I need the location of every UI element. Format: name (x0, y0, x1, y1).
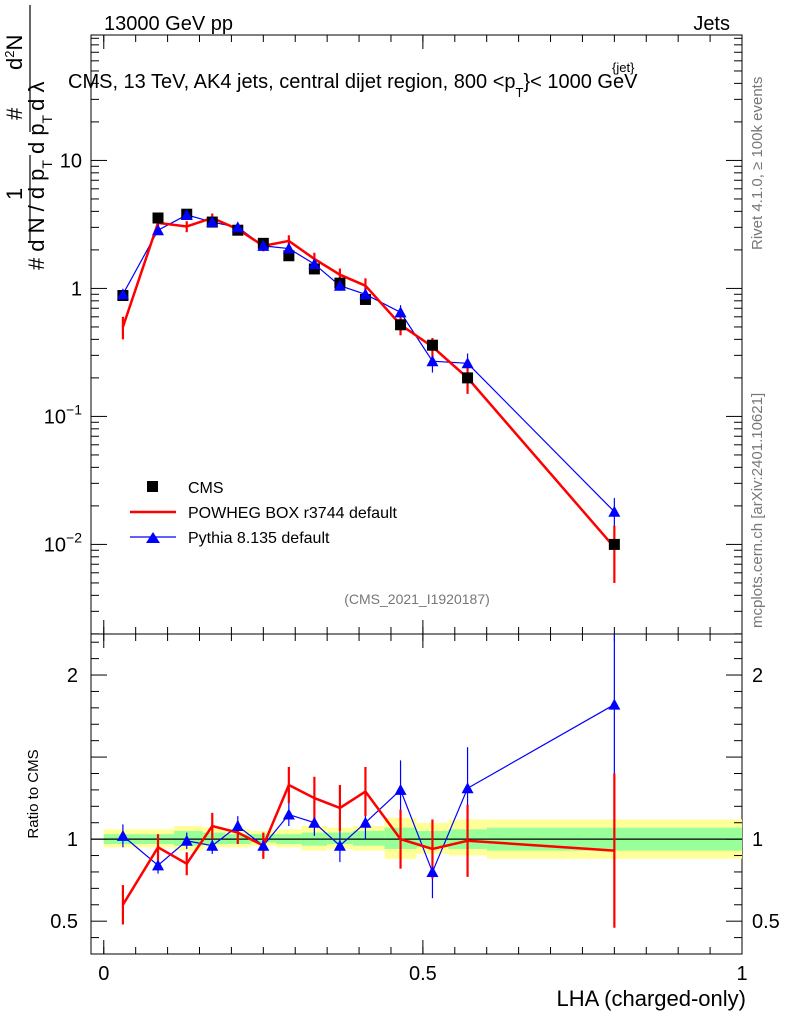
legend: CMS POWHEG BOX r3744 default Pythia 8.13… (130, 480, 398, 547)
cms-point-9 (359, 293, 371, 305)
powheg-ratio-line (121, 783, 615, 906)
band-green-9 (352, 830, 385, 846)
pythia-ratio-point-13 (608, 698, 621, 710)
y-axis-label: #d N / d pTd pTd λ 1 # d2N (2, 5, 55, 270)
y-main-tick-label-0: 10 (60, 150, 82, 172)
pythia-ratio-point-0 (116, 829, 129, 841)
x-tick-label-1: 0.5 (409, 963, 437, 985)
y-axis-label-numerator-3: d2N (2, 35, 27, 70)
rivet-version-text: Rivet 4.1.0, ≥ 100k events (749, 77, 766, 250)
y-ratio-tick-label-right-2: 0.5 (752, 911, 780, 933)
y-ratio-tick-label-left-2: 0.5 (50, 911, 78, 933)
cms-point-1 (152, 212, 164, 224)
pythia-ratio-line (122, 704, 615, 874)
pythia-ratio-point-5 (257, 839, 270, 851)
pythia-point-5 (257, 239, 270, 251)
y-ratio-tick-label-right-0: 2 (752, 665, 763, 687)
band-green-3 (202, 832, 226, 845)
legend-cms-marker (147, 481, 158, 492)
analysis-id: (CMS_2021_I1920187) (344, 591, 490, 607)
pythia-point-6 (282, 242, 295, 254)
pythia-ratio-point-6 (282, 808, 295, 820)
pythia-ratio-point-4 (231, 820, 244, 831)
x-axis-label: LHA (charged-only) (556, 986, 746, 1011)
axis-ticks: 0 0.5 1 10 1 10−1 10−2 2 2 1 1 0.5 0.5 (44, 35, 780, 985)
y-main-tick-label-2: 10−1 (44, 401, 82, 428)
pythia-point-3 (206, 216, 219, 228)
y-axis-label-text: #d N / d pTd pTd λ (24, 82, 55, 270)
pythia-point-2 (180, 208, 193, 220)
pythia-ratio-point-1 (152, 859, 165, 871)
pythia-point-10 (394, 306, 407, 318)
chart-title-sup: {jet} (612, 60, 635, 75)
pythia-point-0 (116, 288, 129, 300)
cms-point-10 (395, 319, 407, 331)
y-main-tick-label-1: 1 (71, 278, 82, 300)
x-tick-label-2: 1 (736, 963, 747, 985)
legend-pythia-marker (146, 532, 160, 543)
header-right: Jets (693, 13, 730, 35)
pythia-ratio-point-11 (426, 865, 439, 877)
pythia-line (122, 214, 615, 513)
cms-point-12 (462, 372, 474, 384)
x-tick-label-0: 0 (98, 963, 109, 985)
y-ratio-tick-label-right-1: 1 (752, 829, 763, 851)
pythia-point-13 (608, 505, 621, 517)
pythia-ratio-point-10 (394, 783, 407, 795)
pythia-ratio-point-12 (461, 782, 474, 794)
chart-title-end: }< 1000 GeV (523, 71, 638, 93)
cms-point-11 (426, 339, 438, 351)
ratio-panel-frame (90, 633, 743, 955)
pythia-ratio-point-8 (333, 839, 346, 851)
pythia-point-7 (308, 258, 321, 270)
pythia-ratio-point-9 (359, 816, 372, 828)
pythia-point-1 (152, 224, 165, 236)
pythia-point-9 (359, 288, 372, 300)
chart-title: CMS, 13 TeV, AK4 jets, central dijet reg… (68, 71, 638, 100)
cms-point-13 (608, 538, 620, 550)
ratio-axis-label: Ratio to CMS (25, 749, 42, 838)
series-layer (116, 208, 621, 928)
y-main-tick-label-3: 10−2 (44, 529, 82, 556)
chart-title-main: CMS, 13 TeV, AK4 jets, central dijet reg… (68, 71, 516, 93)
legend-pythia-label: Pythia 8.135 default (188, 530, 330, 547)
pythia-point-4 (231, 221, 244, 233)
pythia-point-12 (461, 357, 474, 369)
y-ratio-tick-label-left-0: 2 (67, 665, 78, 687)
pythia-ratio-point-2 (180, 834, 193, 846)
powheg-line (121, 216, 616, 549)
y-axis-label-numerator: 1 (2, 188, 27, 200)
y-ratio-tick-label-left-1: 1 (67, 829, 78, 851)
legend-powheg-label: POWHEG BOX r3744 default (188, 505, 398, 522)
legend-cms-label: CMS (188, 480, 224, 497)
pythia-ratio-point-7 (308, 816, 321, 828)
pythia-point-11 (426, 355, 439, 367)
pythia-ratio-point-3 (206, 839, 219, 851)
cms-point-6 (283, 250, 295, 262)
header-left: 13000 GeV pp (104, 13, 233, 35)
pythia-point-8 (333, 279, 346, 291)
chart-title-sub: T (516, 85, 524, 100)
y-axis-label-numerator-2: # (2, 107, 27, 120)
mcplots-text: mcplots.cern.ch [arXiv:2401.10621] (749, 393, 766, 628)
